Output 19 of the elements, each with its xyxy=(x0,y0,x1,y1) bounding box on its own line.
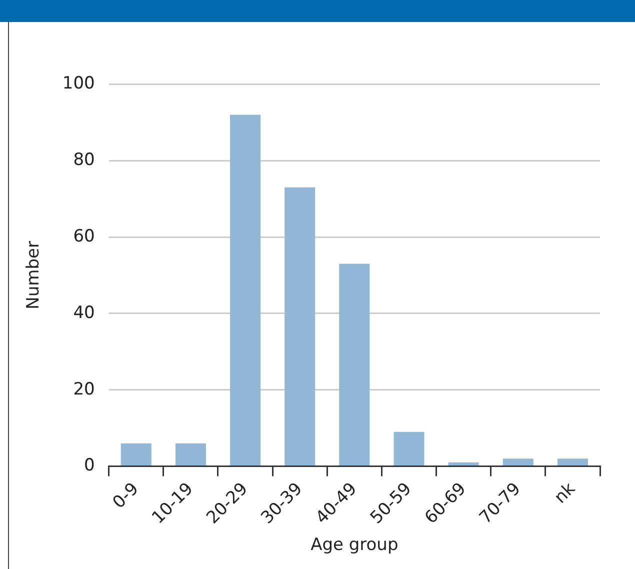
bar xyxy=(175,443,206,466)
x-tick-label: nk xyxy=(550,478,580,508)
x-tick-label: 0-9 xyxy=(109,478,143,513)
bar xyxy=(120,443,152,466)
bar xyxy=(394,432,424,466)
y-tick-label: 60 xyxy=(73,226,95,246)
y-tick-label: 80 xyxy=(73,150,95,170)
x-axis-title: Age group xyxy=(310,535,398,556)
bar xyxy=(502,458,534,466)
bar xyxy=(230,114,261,466)
y-tick-label: 20 xyxy=(73,379,95,400)
bar xyxy=(448,462,479,466)
bar xyxy=(557,458,588,466)
y-axis-title: Number xyxy=(24,241,44,310)
y-tick-label: 100 xyxy=(62,74,95,94)
bar xyxy=(284,187,316,466)
y-tick-label: 40 xyxy=(73,302,95,323)
y-tick-label: 0 xyxy=(84,456,95,476)
bar xyxy=(339,264,370,466)
